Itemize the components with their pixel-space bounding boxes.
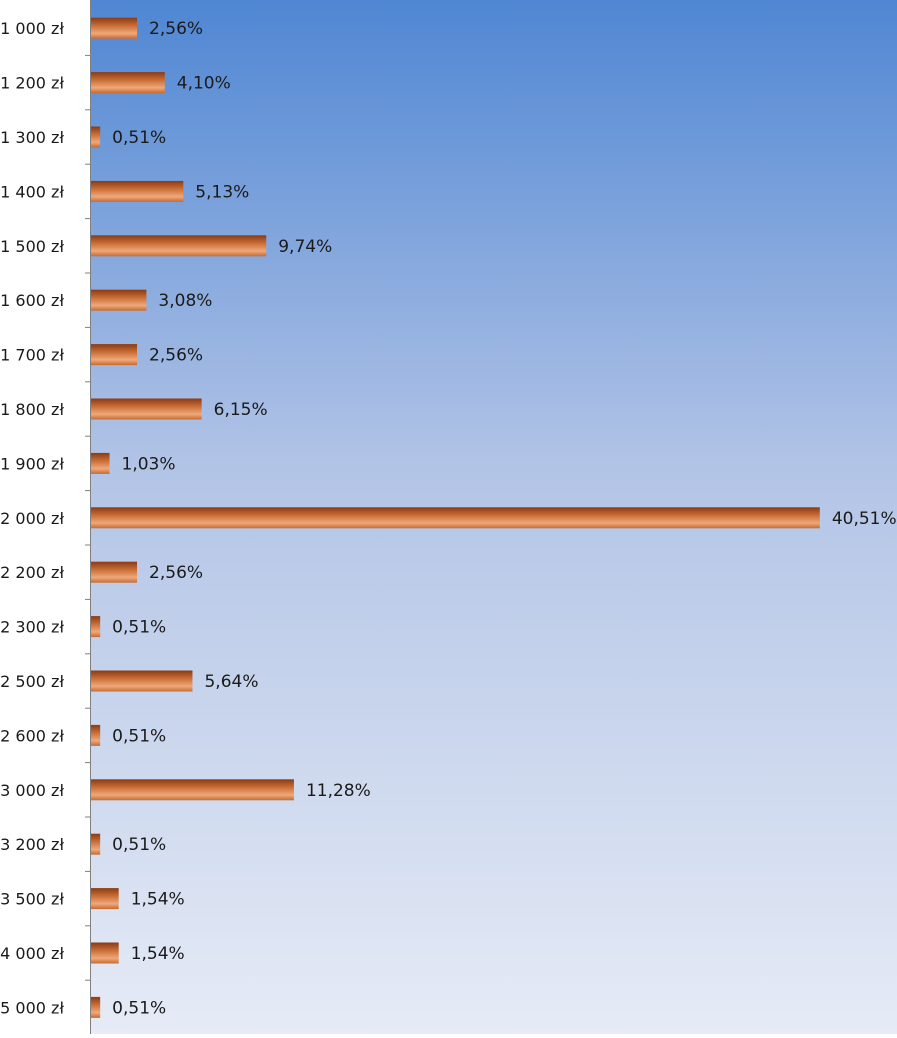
category-label: 1 600 zł [0,291,64,310]
bar [91,888,119,910]
data-label: 2,56% [149,563,203,583]
data-label: 4,10% [177,74,231,94]
data-label: 0,51% [112,998,166,1018]
category-axis: 1 000 zł 1 200 zł 1 300 zł 1 400 zł 1 500 zł… [0,0,91,1034]
category-label: 3 000 zł [0,781,64,800]
category-label: 3 200 zł [0,835,64,854]
data-label: 1,54% [131,890,185,910]
bars-group [91,17,820,1018]
category-label: 3 500 zł [0,890,64,909]
category-label: 1 300 zł [0,128,64,147]
bar [91,724,101,746]
category-label: 1 700 zł [0,346,64,365]
data-label: 1,54% [131,944,185,964]
data-label: 40,51% [832,509,897,529]
category-label: 2 500 zł [0,672,64,691]
data-labels-group: 2,56% 4,10% 0,51% 5,13% 9,74% 3,08% 2,56% 6,15%… [112,19,896,1018]
data-label: 6,15% [214,400,268,420]
category-label: 2 200 zł [0,563,64,582]
data-label: 2,56% [149,19,203,39]
data-label: 3,08% [158,291,212,311]
bar [91,398,202,420]
bar [91,344,138,366]
data-label: 1,03% [122,454,176,474]
category-label: 2 300 zł [0,618,64,637]
bar [91,561,138,583]
data-label: 0,51% [112,835,166,855]
category-label: 2 000 zł [0,509,64,528]
data-label: 0,51% [112,618,166,638]
data-label: 5,13% [195,182,249,202]
bar [91,72,165,94]
bar [91,942,119,964]
bar [91,235,267,257]
bar [91,17,138,39]
data-label: 0,51% [112,726,166,746]
category-label: 1 400 zł [0,182,64,201]
category-label: 1 800 zł [0,400,64,419]
bar [91,616,101,638]
data-label: 2,56% [149,346,203,366]
bar [91,289,147,311]
bar [91,126,101,148]
category-label: 1 000 zł [0,19,64,38]
data-label: 11,28% [306,781,371,801]
category-label: 5 000 zł [0,998,64,1017]
data-label: 9,74% [278,237,332,257]
category-label: 2 600 zł [0,726,64,745]
category-label: 1 200 zł [0,74,64,93]
bar [91,833,101,855]
bar [91,452,110,474]
bar [91,507,820,529]
data-label: 5,64% [204,672,258,692]
bar [91,180,184,202]
category-label: 4 000 zł [0,944,64,963]
bar [91,670,193,692]
bar [91,996,101,1018]
category-label: 1 500 zł [0,237,64,256]
category-label: 1 900 zł [0,454,64,473]
bar [91,779,294,801]
data-label: 0,51% [112,128,166,148]
